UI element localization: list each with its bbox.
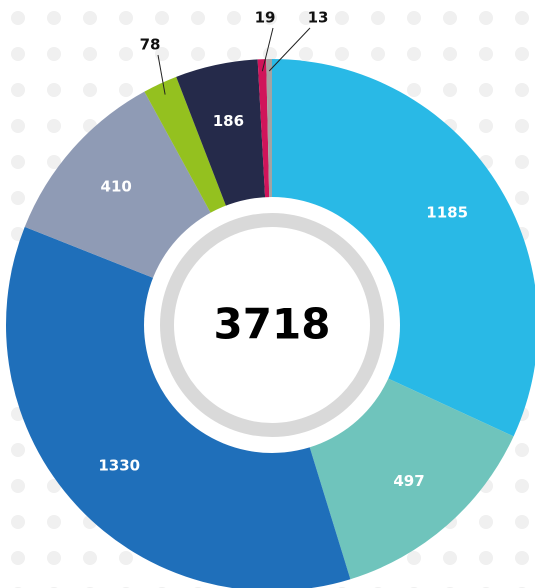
value-label: 410 xyxy=(101,178,132,196)
labels: 1185 497 1330 410 78 186 19 13 xyxy=(98,9,468,491)
leader-line xyxy=(157,54,166,95)
value-label: 1185 xyxy=(426,203,468,221)
value-label: 78 xyxy=(140,36,161,54)
center-total: 3718 xyxy=(214,300,331,349)
inner-disc xyxy=(174,227,370,423)
value-label: 19 xyxy=(255,9,276,27)
leader-line xyxy=(268,27,311,72)
leader-line xyxy=(261,27,274,72)
value-label: 1330 xyxy=(98,457,140,475)
value-label: 13 xyxy=(308,9,329,27)
value-label: 186 xyxy=(213,112,244,130)
value-label: 497 xyxy=(393,472,424,490)
